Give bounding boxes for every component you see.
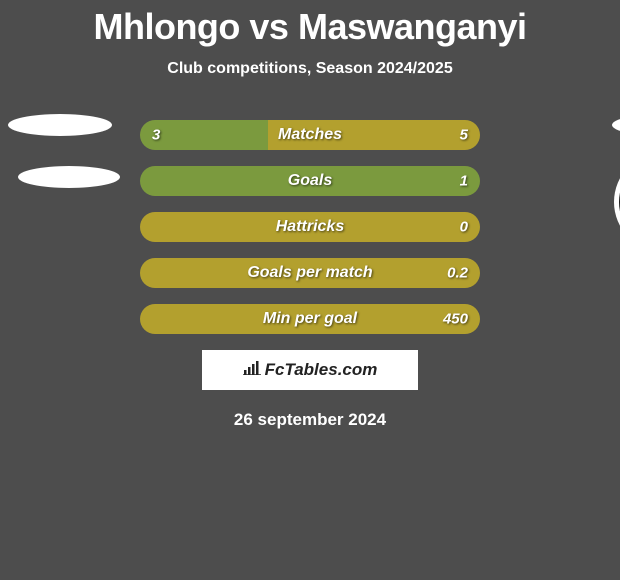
left-ellipse-2 [18, 166, 120, 188]
stat-bar-value-left: 3 [152, 127, 160, 144]
club-badge: ORLANDO ☠ PIRATES 1937 [614, 152, 620, 252]
stats-area: ORLANDO ☠ PIRATES 1937 Matches3 5 Goals1 Ha… [0, 120, 620, 334]
comparison-subtitle: Club competitions, Season 2024/2025 [0, 60, 620, 78]
stat-bar-value-right: 0 [460, 219, 468, 236]
right-ellipse-1 [612, 114, 620, 136]
stat-bar-label: Min per goal [140, 310, 480, 328]
stat-bar-row: Goals per match0.2 [140, 258, 480, 288]
comparison-title: Mhlongo vs Maswanganyi [0, 0, 620, 48]
stat-bar-value-right: 1 [460, 173, 468, 190]
stat-bar-label: Goals [140, 172, 480, 190]
stat-bar-label: Hattricks [140, 218, 480, 236]
stat-bar-value-right: 0.2 [447, 265, 468, 282]
stat-bar-row: Goals1 [140, 166, 480, 196]
stat-bar-row: Min per goal450 [140, 304, 480, 334]
stat-bar-row: Matches3 5 [140, 120, 480, 150]
stat-bars-container: Matches3 5 Goals1 Hattricks0 Goals per match… [140, 120, 480, 334]
brand-badge: FcTables.com [202, 350, 418, 390]
stat-bar-label: Matches [140, 126, 480, 144]
stat-bar-label: Goals per match [140, 264, 480, 282]
stat-bar-value-right: 5 [460, 127, 468, 144]
brand-text: FcTables.com [265, 360, 378, 380]
stat-bar-value-right: 450 [443, 311, 468, 328]
stat-bar-row: Hattricks0 [140, 212, 480, 242]
footer-date: 26 september 2024 [0, 410, 620, 430]
bar-chart-icon [243, 360, 261, 380]
brand-label: FcTables.com [243, 360, 378, 380]
left-ellipse-1 [8, 114, 112, 136]
